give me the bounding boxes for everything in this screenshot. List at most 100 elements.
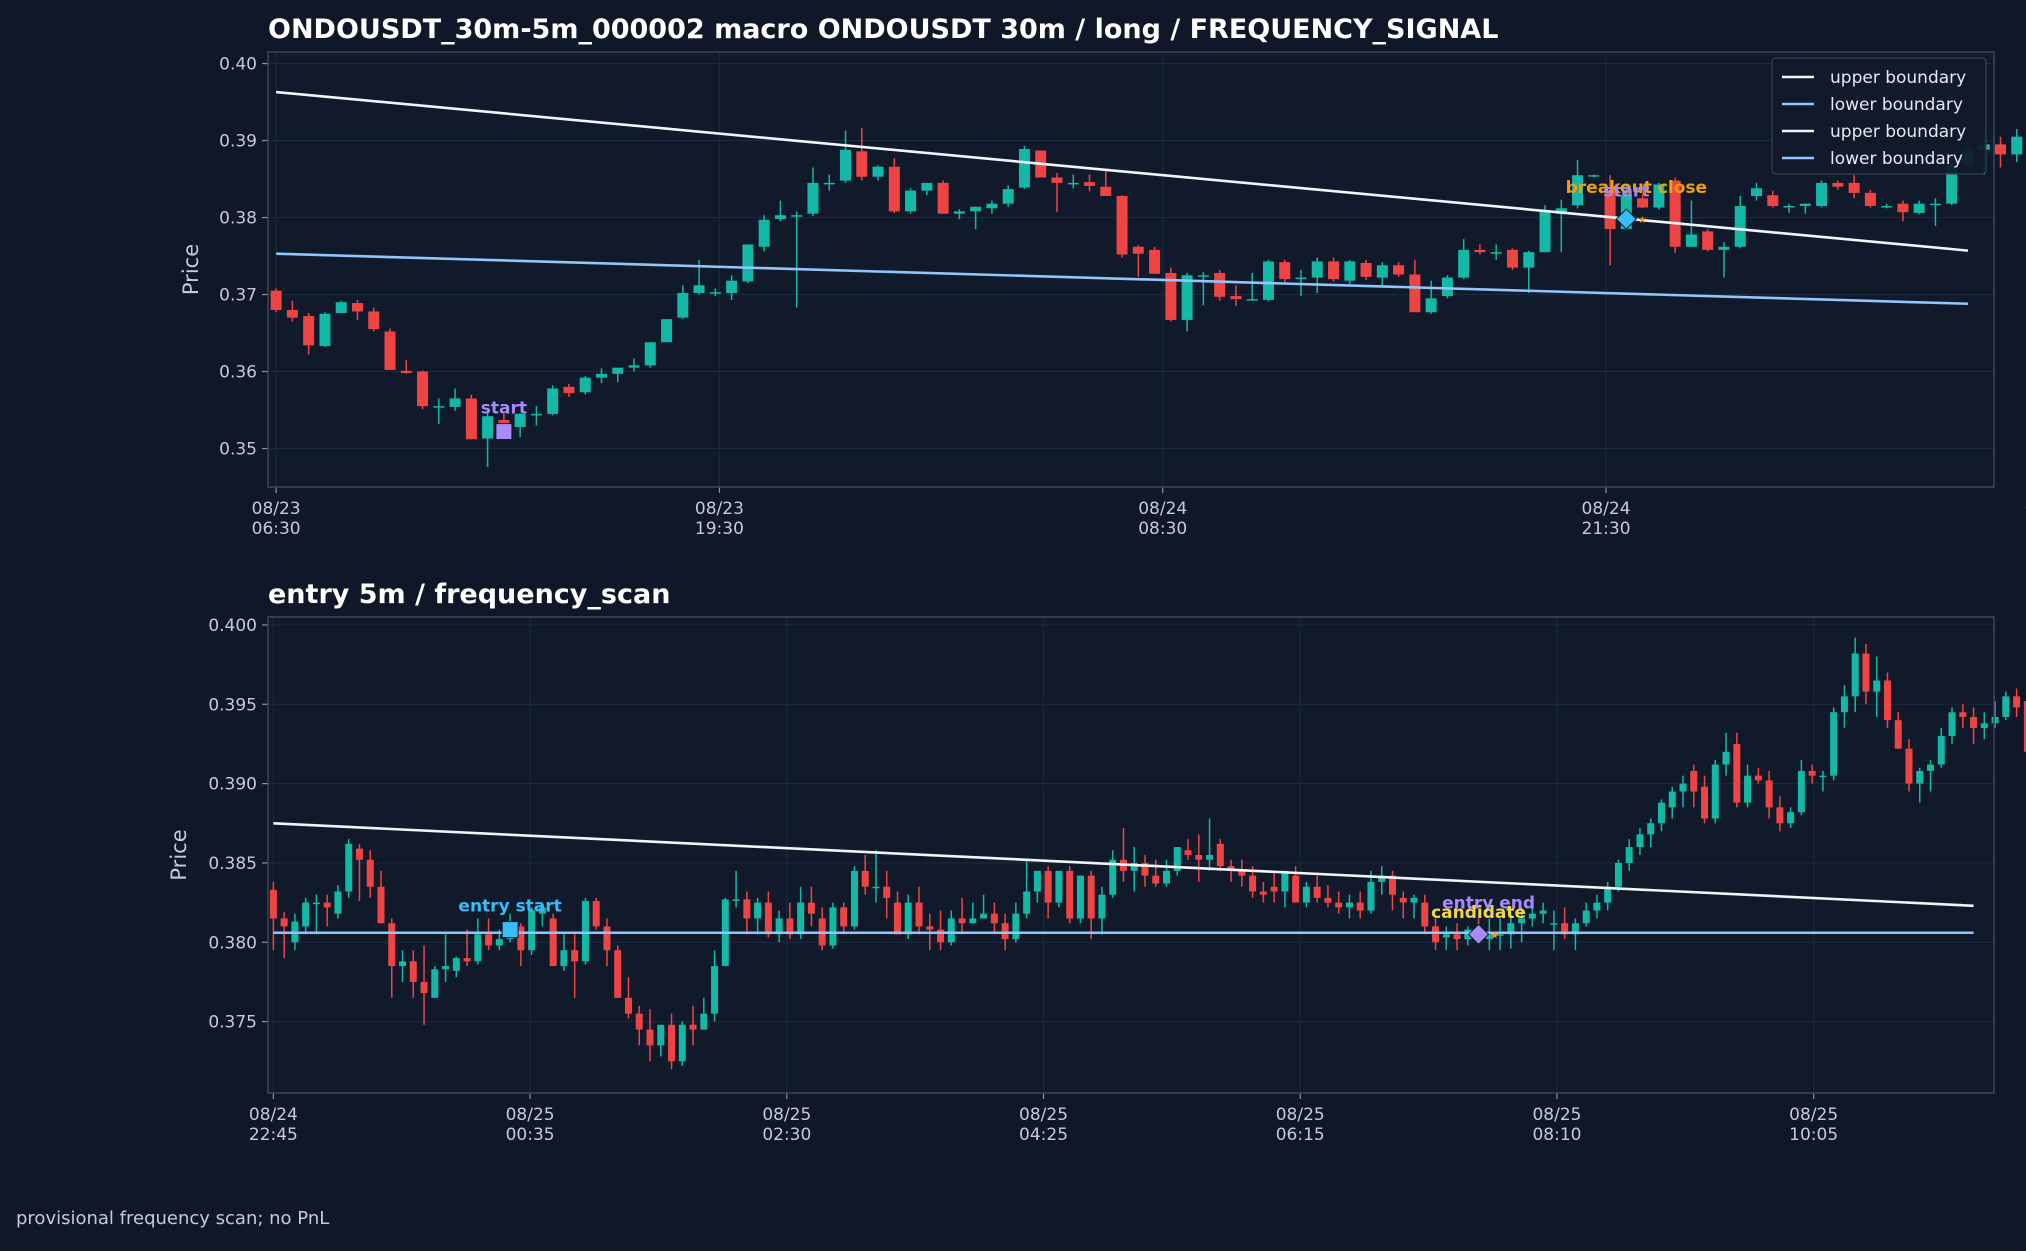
candle-body <box>1767 195 1779 206</box>
candle-body <box>1163 870 1171 884</box>
candle-body <box>1970 716 1978 729</box>
candle-body <box>1098 894 1106 919</box>
candle-body <box>1490 252 1502 254</box>
candle-body <box>1722 751 1730 765</box>
candle-body <box>1195 855 1203 860</box>
marker-diamond <box>1467 923 1490 946</box>
candle-body <box>431 969 439 998</box>
x-tick-label-date: 08/24 <box>249 1105 298 1125</box>
y-tick-label: 0.40 <box>219 55 257 75</box>
candle-body <box>474 934 482 962</box>
candle-body <box>1132 246 1144 254</box>
candle-body <box>1685 234 1697 247</box>
candle-body <box>986 203 998 209</box>
candle-body <box>861 870 869 887</box>
legend-label: lower boundary <box>1830 149 1963 169</box>
candle-body <box>1711 764 1719 819</box>
y-tick-label: 0.37 <box>219 286 257 306</box>
y-tick-label: 0.38 <box>219 209 257 229</box>
candle-body <box>1184 850 1192 855</box>
marker-square <box>495 423 513 441</box>
candle-body <box>797 902 805 935</box>
candle-body <box>1399 897 1407 903</box>
candle-body <box>1295 277 1307 280</box>
candle-body <box>1927 764 1935 771</box>
candle-body <box>1328 261 1340 280</box>
candle-body <box>1862 653 1870 692</box>
candle-body <box>1116 195 1128 255</box>
candle-body <box>1894 720 1902 749</box>
candle-body <box>1873 680 1881 692</box>
candle-body <box>990 913 998 924</box>
upper-boundary-line <box>273 821 1974 908</box>
candle-body <box>657 1024 665 1046</box>
candle-body <box>883 886 891 898</box>
candle-body <box>538 907 546 914</box>
candle-body <box>661 319 673 343</box>
legend-label: upper boundary <box>1830 68 1966 88</box>
candle-body <box>1230 296 1242 300</box>
marker-label: start <box>1603 181 1649 201</box>
candle-body <box>399 961 407 967</box>
candle-body <box>1783 205 1795 208</box>
candle-body <box>677 292 689 318</box>
candle-body <box>926 926 934 930</box>
candle-body <box>312 902 320 905</box>
candle-body <box>1496 934 1504 936</box>
candle-body <box>1165 272 1177 320</box>
candle-body <box>1718 246 1730 250</box>
candle-body <box>1130 862 1138 871</box>
candle-body <box>1754 775 1762 781</box>
candle-body <box>549 918 557 967</box>
candle-body <box>355 848 363 860</box>
candle-body <box>1636 834 1644 848</box>
candle-body <box>1421 902 1429 927</box>
candle-body <box>1518 918 1526 924</box>
candle-body <box>1787 812 1795 824</box>
candle-body <box>334 891 342 914</box>
candle-body <box>1832 182 1844 187</box>
candle-body <box>449 398 461 407</box>
candle-body <box>1864 192 1876 206</box>
candle-body <box>1141 862 1149 876</box>
marker-label: candidate <box>1431 903 1526 923</box>
candle-body <box>1668 791 1676 808</box>
footnote: provisional frequency scan; no PnL <box>16 1208 330 1229</box>
candle-body <box>1851 653 1859 697</box>
candle-body <box>893 902 901 935</box>
x-tick-label-time: 08:30 <box>1138 519 1187 539</box>
legend: upper boundary lower boundary upper bounda… <box>1771 57 1987 175</box>
candle-body <box>351 302 363 312</box>
candle-body <box>377 886 385 924</box>
candle-body <box>1765 780 1773 808</box>
candle-body <box>1044 870 1052 903</box>
candle-body <box>270 290 282 310</box>
candle-body <box>1561 923 1569 935</box>
candle-body <box>1442 934 1450 938</box>
candle-body <box>286 309 298 318</box>
candle-body <box>905 190 917 212</box>
candle-body <box>872 886 880 889</box>
candle-body <box>1913 203 1925 213</box>
candle-body <box>1604 189 1616 230</box>
candle-body <box>693 285 705 293</box>
candle-body <box>1840 696 1848 713</box>
candle-body <box>1018 149 1030 188</box>
candle-body <box>840 907 848 927</box>
candle-body <box>1528 913 1536 919</box>
candle-body <box>1084 182 1096 186</box>
x-tick-label-date: 08/24 <box>1582 499 1631 519</box>
candle-body <box>1249 875 1257 892</box>
legend-label: upper boundary <box>1830 122 1966 142</box>
candle-body <box>319 313 331 347</box>
candle-body <box>1388 875 1396 895</box>
marker-diamond <box>1615 208 1638 230</box>
candle-body <box>937 182 949 214</box>
x-tick-label-time: 08:10 <box>1532 1125 1581 1145</box>
candle-body <box>1197 275 1209 277</box>
candle-body <box>368 311 380 330</box>
candle-body <box>592 901 600 927</box>
x-tick-label-time: 06:30 <box>252 519 301 539</box>
candle-body <box>1881 205 1893 208</box>
